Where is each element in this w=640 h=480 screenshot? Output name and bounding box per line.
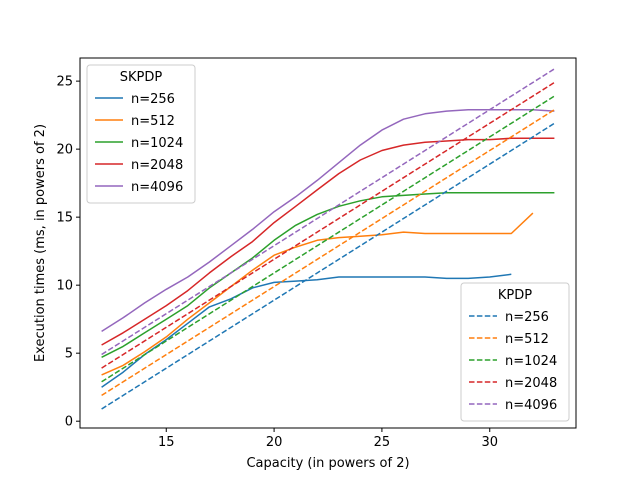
series-line-kpdp-n-1024: [101, 95, 555, 383]
legend-kpdp: KPDP n=256 n=512 n=1024 n=2048 n=4096: [460, 282, 570, 422]
x-axis: 15 20 25 30: [158, 428, 498, 450]
legend-label: n=256: [505, 310, 549, 325]
legend-title: SKPDP: [120, 70, 163, 85]
y-tick-label-20: 20: [56, 143, 73, 158]
legend-label: n=1024: [505, 354, 557, 369]
legend-label: n=1024: [131, 136, 183, 151]
plot-lines: [101, 68, 555, 410]
x-tick-label-30: 30: [481, 435, 498, 450]
y-tick-label-15: 15: [56, 211, 73, 226]
legend-label: n=4096: [131, 180, 183, 195]
legend-box: [460, 282, 570, 422]
series-line-skpdp-n-512: [101, 212, 534, 376]
plot-frame: [79, 57, 577, 429]
series-line-kpdp-n-2048: [101, 81, 555, 369]
legends: SKPDP n=256 n=512 n=1024 n=2048 n=4096 KPDP n=2…: [86, 64, 570, 422]
y-tick-label-25: 25: [56, 75, 73, 90]
x-tick-label-20: 20: [266, 435, 283, 450]
legend-title: KPDP: [498, 288, 532, 303]
y-axis: 0 5 10 15 20 25: [56, 75, 80, 430]
series-line-kpdp-n-256: [101, 122, 555, 410]
legend-label: n=2048: [505, 376, 557, 391]
legend-skpdp: SKPDP n=256 n=512 n=1024 n=2048 n=4096: [86, 64, 196, 204]
legend-label: n=512: [131, 114, 175, 129]
x-tick-label-15: 15: [158, 435, 175, 450]
legend-box: [86, 64, 196, 204]
legend-label: n=256: [131, 92, 175, 107]
x-axis-label: Capacity (in powers of 2): [246, 456, 409, 471]
legend-label: n=512: [505, 332, 549, 347]
y-tick-label-10: 10: [56, 279, 73, 294]
series-line-skpdp-n-1024: [101, 191, 555, 358]
series-line-skpdp-n-2048: [101, 137, 555, 346]
series-line-kpdp-n-512: [101, 109, 555, 397]
legend-label: n=2048: [131, 158, 183, 173]
y-tick-label-0: 0: [65, 415, 73, 430]
y-tick-label-5: 5: [65, 347, 73, 362]
series-line-kpdp-n-4096: [101, 68, 555, 356]
x-tick-label-25: 25: [374, 435, 391, 450]
y-axis-label: Execution times (ms, in powers of 2): [33, 124, 48, 362]
legend-label: n=4096: [505, 398, 557, 413]
series-line-skpdp-n-4096: [101, 108, 555, 333]
